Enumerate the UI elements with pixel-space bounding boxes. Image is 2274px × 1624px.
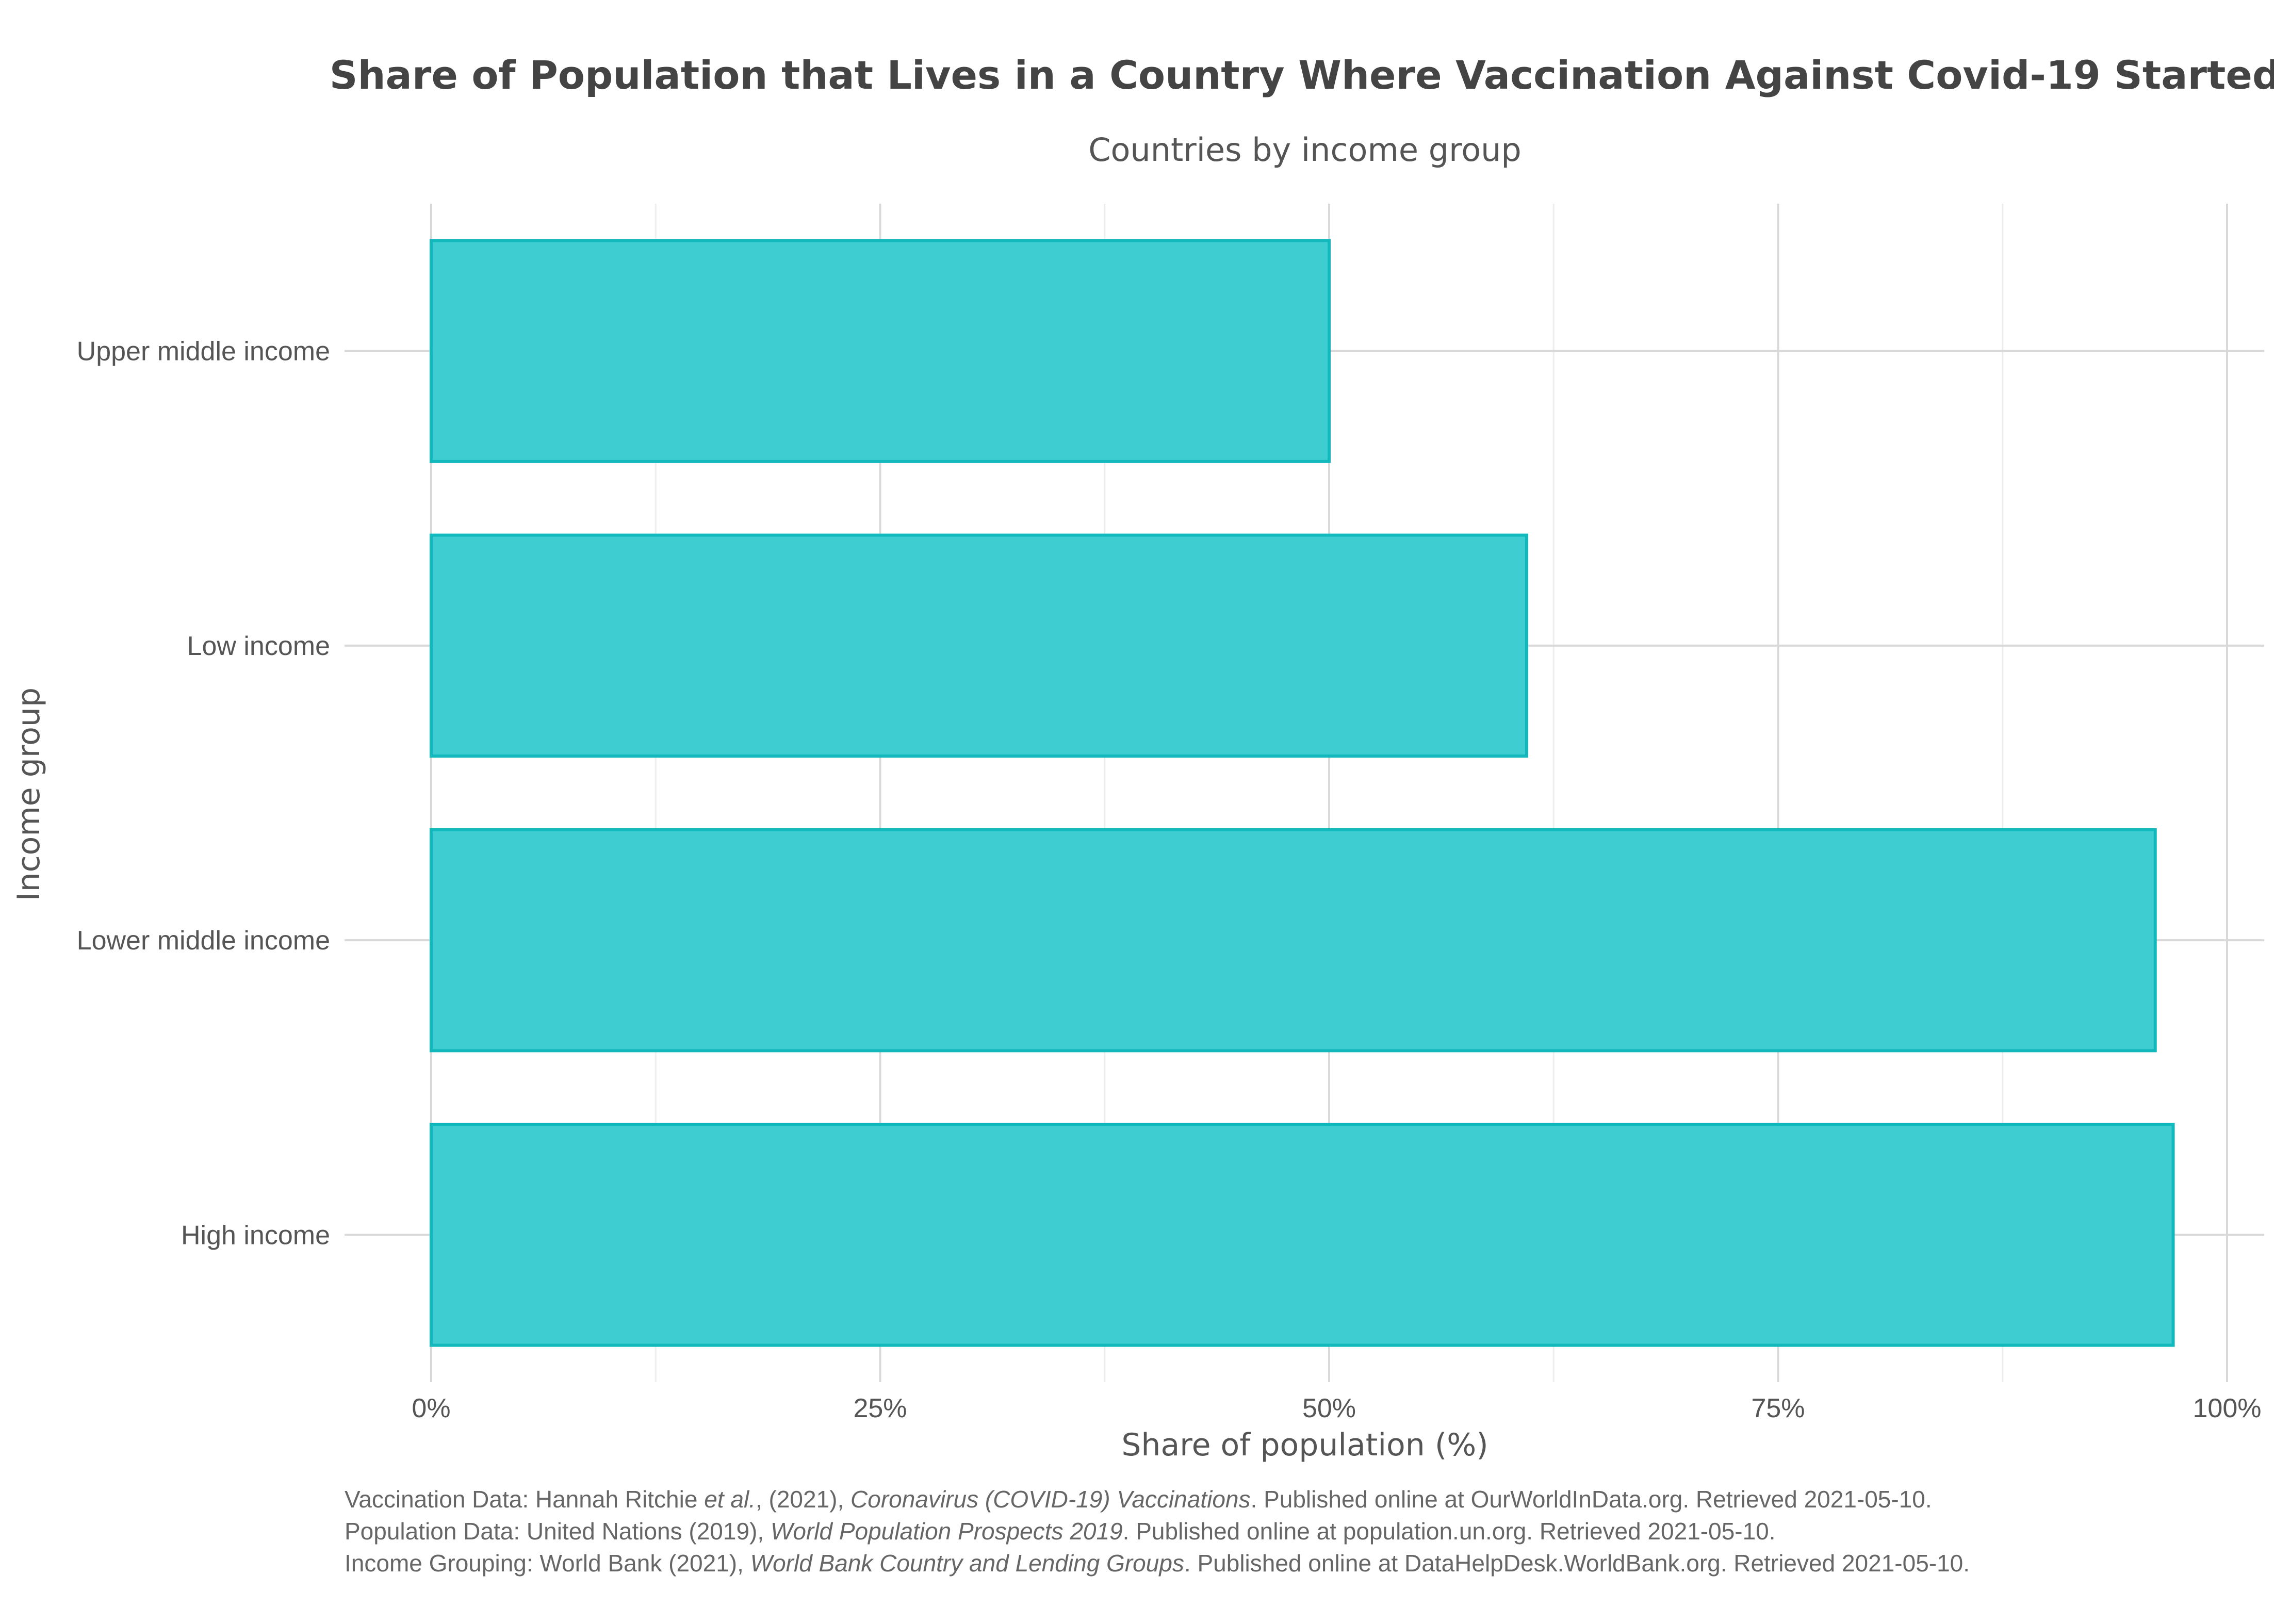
bars <box>430 239 2175 1347</box>
x-axis-ticks: 0% 25% 50% 75% 100% <box>412 1393 2261 1423</box>
bar <box>430 1123 2175 1347</box>
y-axis-title: Income group <box>11 687 47 901</box>
x-tick-label: 25% <box>853 1393 907 1423</box>
caption-line-vaccination: Vaccination Data: Hannah Ritchie et al.,… <box>345 1483 2253 1515</box>
caption-italic: World Bank Country and Lending Groups <box>750 1550 1184 1577</box>
caption-text: . Published online at population.un.org.… <box>1122 1518 1776 1545</box>
bar <box>430 533 1529 758</box>
x-axis-title: Share of population (%) <box>1121 1427 1488 1463</box>
caption-text: . Published online at DataHelpDesk.World… <box>1184 1550 1970 1577</box>
caption-text: Income Grouping: World Bank (2021), <box>345 1550 750 1577</box>
bar <box>430 828 2157 1053</box>
caption-line-population: Population Data: United Nations (2019), … <box>345 1515 2253 1547</box>
caption-text: . Published online at OurWorldInData.org… <box>1250 1486 1932 1513</box>
caption-italic: World Population Prospects 2019 <box>770 1518 1123 1545</box>
y-tick-label: Low income <box>187 631 330 661</box>
caption-line-income: Income Grouping: World Bank (2021), Worl… <box>345 1547 2253 1579</box>
source-caption: Vaccination Data: Hannah Ritchie et al.,… <box>345 1483 2253 1579</box>
caption-italic: Coronavirus (COVID-19) Vaccinations <box>850 1486 1251 1513</box>
x-tick-label: 100% <box>2193 1393 2262 1423</box>
bar <box>430 239 1331 463</box>
caption-text: Population Data: United Nations (2019), <box>345 1518 771 1545</box>
y-tick-label: Lower middle income <box>77 926 330 956</box>
x-tick-label: 50% <box>1302 1393 1356 1423</box>
chart-title: Share of Population that Lives in a Coun… <box>330 52 2274 98</box>
y-axis-ticks: Upper middle income Low income Lower middl… <box>77 337 330 1251</box>
caption-text: Vaccination Data: Hannah Ritchie <box>345 1486 705 1513</box>
x-tick-label: 75% <box>1751 1393 1805 1423</box>
caption-italic: et al. <box>704 1486 756 1513</box>
caption-text: , (2021), <box>755 1486 851 1513</box>
chart-subtitle: Countries by income group <box>1088 131 1522 169</box>
y-tick-label: High income <box>181 1220 330 1250</box>
x-tick-label: 0% <box>412 1393 450 1423</box>
y-tick-label: Upper middle income <box>77 337 330 367</box>
